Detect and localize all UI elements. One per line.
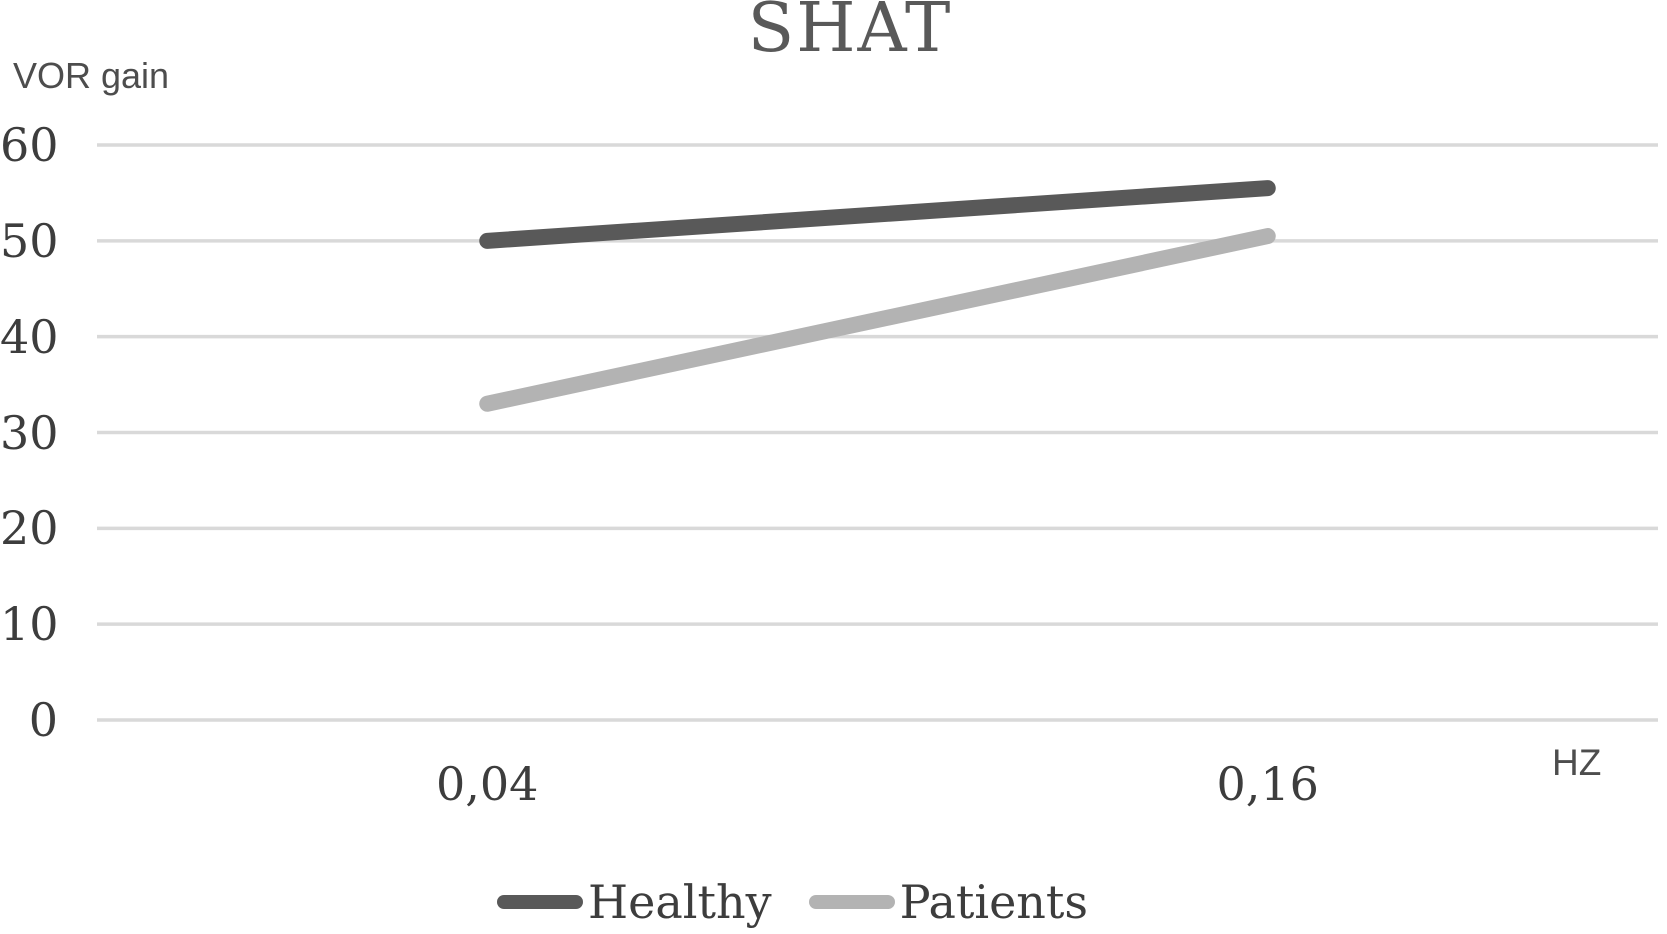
legend-swatch-healthy-line-icon — [497, 895, 583, 909]
y-tick-label: 50 — [0, 213, 59, 268]
chart-title: SHAT — [747, 0, 953, 68]
legend-swatch-patients-line-icon — [808, 895, 895, 909]
x-tick-label: 0,04 — [436, 757, 539, 811]
series-line-healthy — [479, 180, 1276, 249]
legend-item-patients: Patients — [808, 875, 1089, 929]
y-tick-label: 10 — [0, 597, 59, 652]
series-line-patients — [479, 228, 1276, 412]
y-tick-label: 30 — [0, 405, 59, 460]
y-tick-label: 60 — [0, 118, 59, 172]
y-tick-label: 40 — [0, 309, 59, 364]
gridlines — [97, 143, 1658, 722]
x-axis-title: HZ — [1552, 742, 1602, 783]
x-tick-label: 0,16 — [1216, 757, 1319, 811]
legend-item-healthy: Healthy — [497, 879, 772, 925]
legend: Healthy Patients — [497, 872, 1088, 932]
y-tick-label: 20 — [0, 501, 59, 556]
y-tick-label: 0 — [28, 693, 58, 747]
legend-label: Patients — [899, 875, 1089, 929]
legend-label: Healthy — [588, 875, 772, 929]
series-lines — [479, 180, 1276, 412]
y-axis-title: VOR gain — [13, 55, 170, 96]
